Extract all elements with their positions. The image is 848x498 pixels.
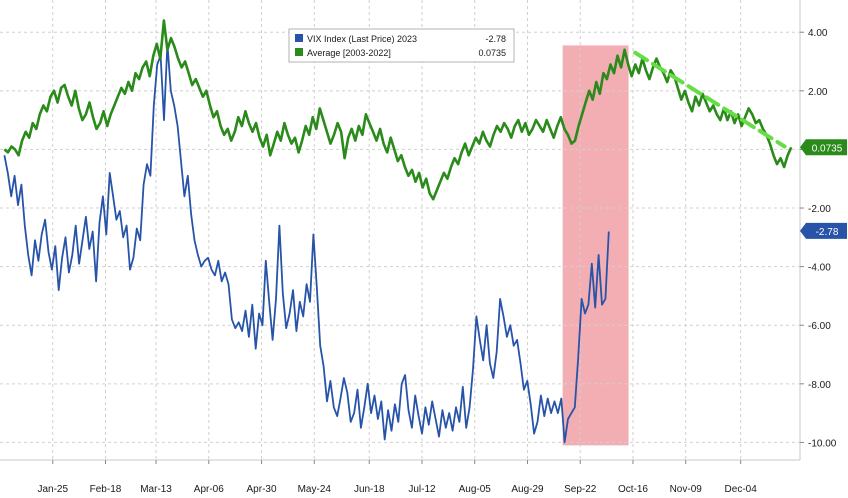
x-tick-label: Aug-29 [511, 484, 544, 495]
y-tick-label: 2.00 [808, 87, 828, 98]
badge-label: -2.78 [816, 227, 839, 238]
badge-shape [800, 139, 847, 156]
x-tick-label: Apr-06 [194, 484, 224, 495]
legend-swatch-average [295, 48, 303, 56]
x-tick-label: Jan-25 [37, 484, 68, 495]
trend-line-layer [633, 50, 787, 149]
x-tick-label: Jul-12 [408, 484, 436, 495]
series-line-vix [3, 43, 610, 444]
y-tick-label: -10.00 [808, 438, 837, 449]
badge-vix: -2.78 [800, 222, 847, 239]
last-value-badges: 0.0735 -2.78 [800, 139, 847, 239]
highlight-region [562, 45, 629, 446]
x-tick-label: Apr-30 [247, 484, 277, 495]
legend-label-vix: VIX Index (Last Price) 2023 [307, 34, 417, 44]
x-tick-label: Dec-04 [725, 484, 758, 495]
badge-label: 0.0735 [812, 143, 843, 154]
legend: VIX Index (Last Price) 2023 -2.78 Averag… [288, 28, 515, 63]
x-tick-label: Aug-05 [459, 484, 492, 495]
legend-value-vix: -2.78 [485, 34, 506, 44]
y-tick-label: 4.00 [808, 28, 828, 39]
x-tick-label: Oct-16 [618, 484, 648, 495]
legend-box [288, 28, 515, 63]
legend-label-average: Average [2003-2022] [307, 48, 391, 58]
highlight-region-layer [562, 45, 629, 446]
x-tick-label: May-24 [298, 484, 332, 495]
x-tick-label: Jun-18 [354, 484, 385, 495]
badge-shape [800, 222, 847, 239]
x-tick-label: Feb-18 [90, 484, 122, 495]
y-tick-label: -6.00 [808, 321, 831, 332]
x-axis-ticks: Jan-25 Feb-18 Mar-13 Apr-06 Apr-30 May-24 Jun-… [37, 460, 757, 495]
trend-line [633, 50, 787, 149]
legend-value-average: 0.0735 [478, 48, 506, 58]
y-tick-label: -8.00 [808, 380, 831, 391]
badge-average: 0.0735 [800, 139, 847, 156]
x-tick-label: Sep-22 [564, 484, 597, 495]
y-tick-label: -2.00 [808, 204, 831, 215]
legend-swatch-vix [295, 34, 303, 42]
x-tick-label: Mar-13 [140, 484, 172, 495]
y-tick-label: -4.00 [808, 263, 831, 274]
x-tick-label: Nov-09 [670, 484, 703, 495]
gridlines [0, 0, 800, 460]
